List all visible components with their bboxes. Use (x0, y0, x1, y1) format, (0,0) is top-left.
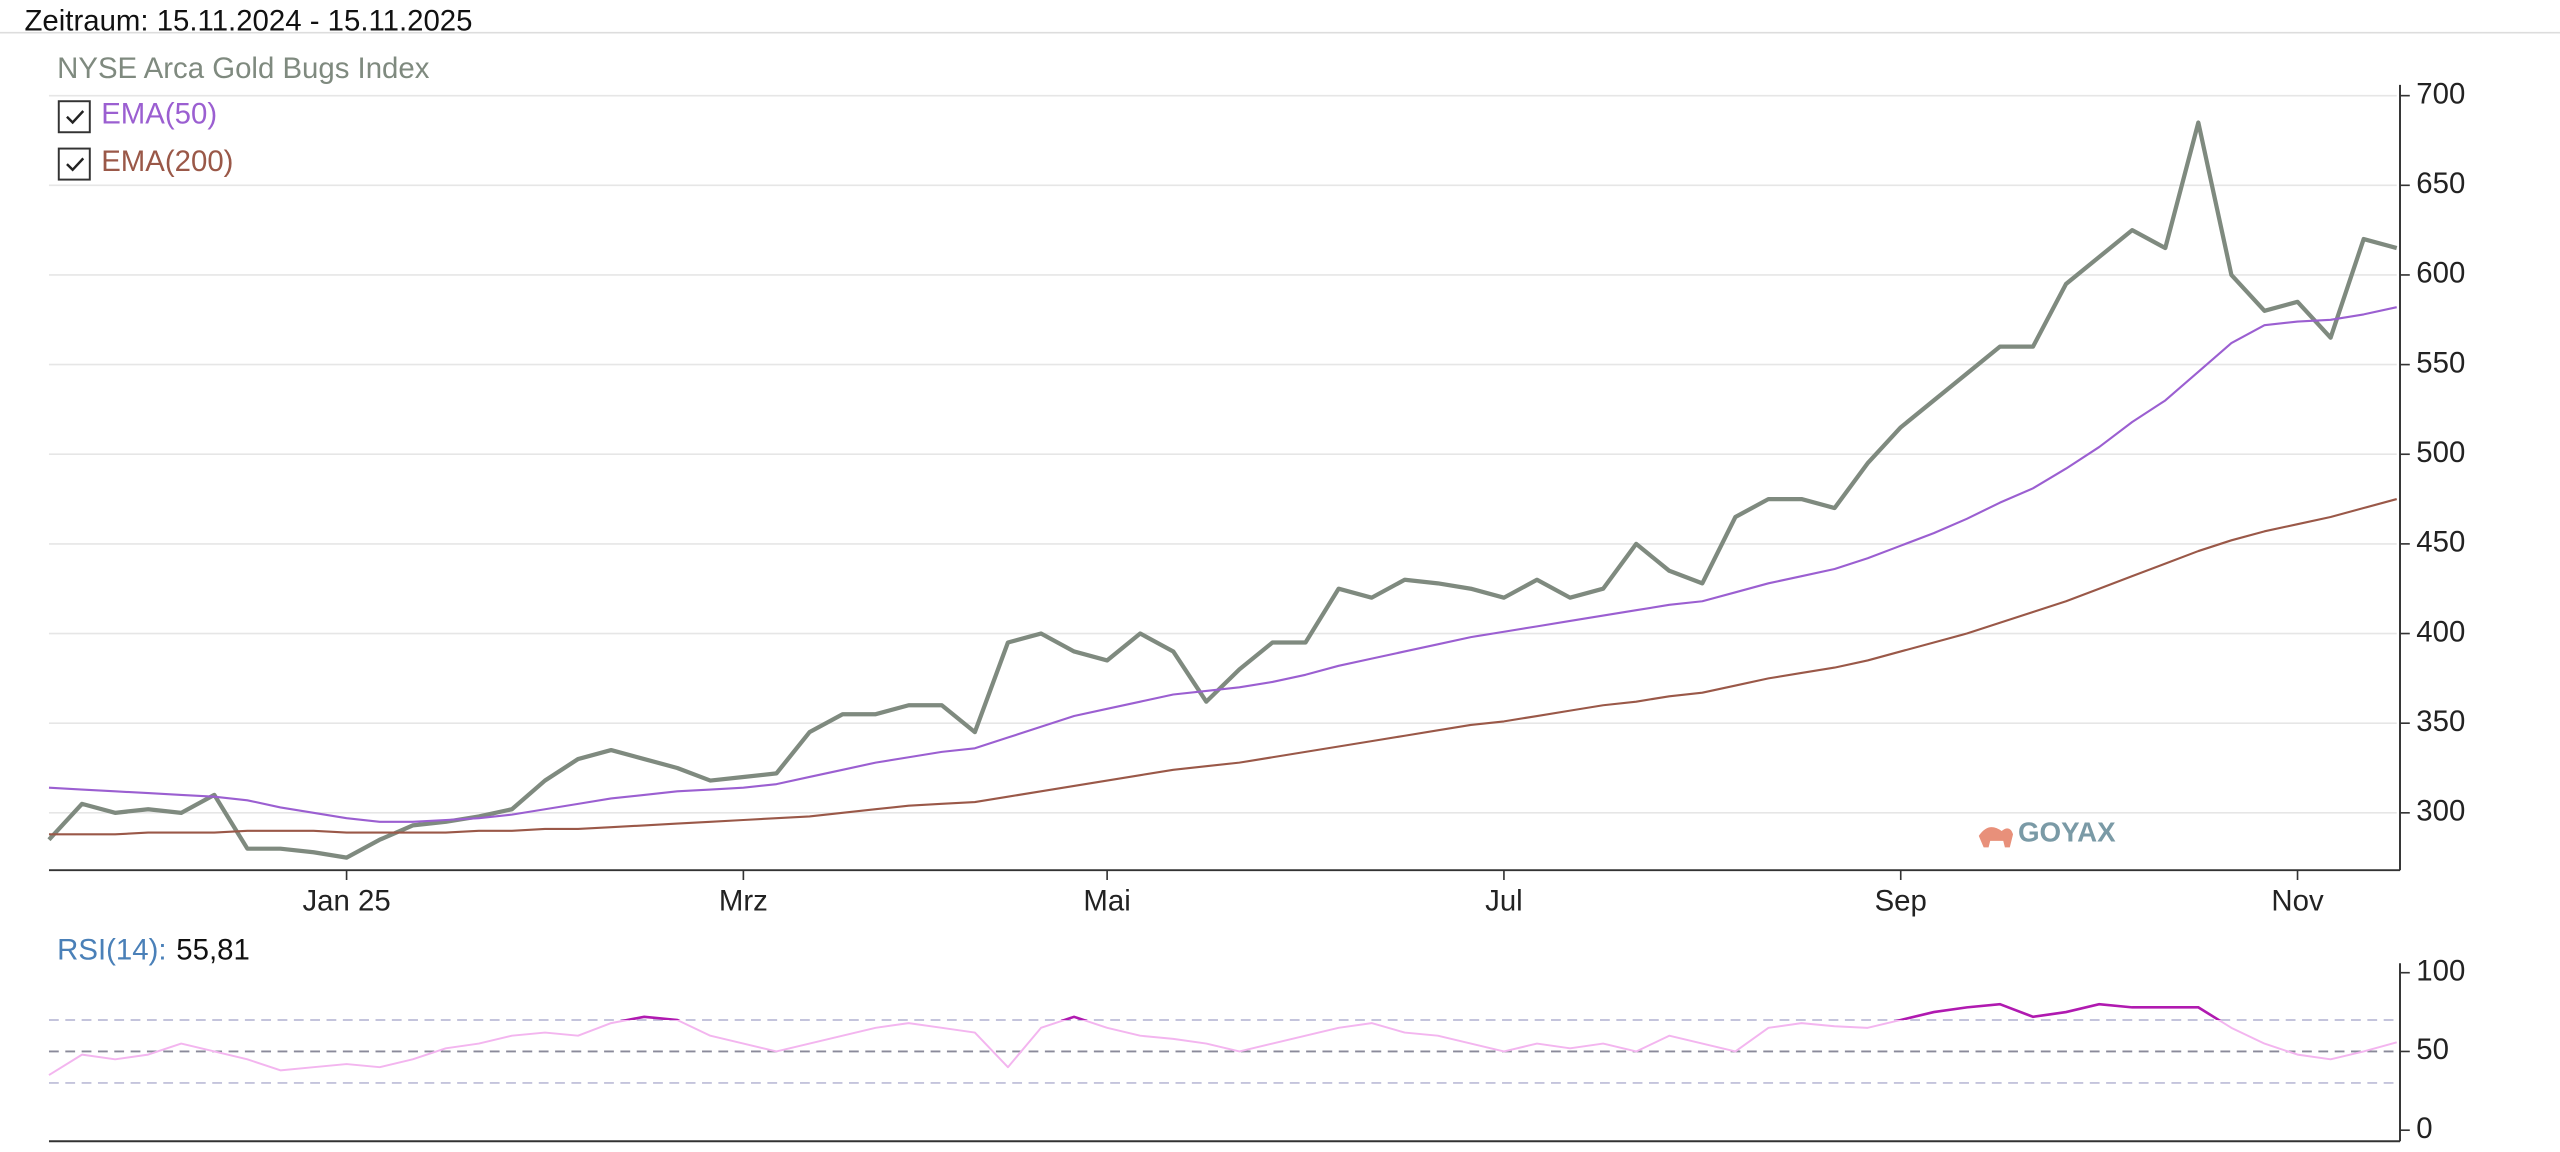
checkbox[interactable] (57, 100, 91, 134)
series-title: NYSE Arca Gold Bugs Index (57, 52, 430, 85)
watermark-logo (1978, 827, 2014, 848)
y-tick-label: 400 (2416, 615, 2465, 648)
legend-label[interactable]: EMA(200) (101, 145, 233, 178)
y-tick-label: 50 (2416, 1033, 2449, 1066)
x-tick-label: Sep (1875, 885, 1927, 918)
x-tick-label: Mai (1083, 885, 1130, 918)
legend-ema50[interactable]: EMA(50) (57, 98, 217, 134)
x-tick-label: Mrz (719, 885, 768, 918)
period-label: Zeitraum: 15.11.2024 - 15.11.2025 (24, 5, 472, 38)
rsi-value: 55,81 (176, 934, 250, 967)
checkmark (66, 110, 85, 125)
y-tick-label: 100 (2416, 954, 2465, 987)
rsi-overbought-line (620, 1002, 2222, 1020)
y-tick-label: 700 (2416, 77, 2465, 110)
y-tick-label: 650 (2416, 167, 2465, 200)
price-line (47, 120, 2398, 860)
x-tick-label: Nov (2271, 885, 2324, 918)
price-line (48, 498, 2398, 836)
y-tick-label: 0 (2416, 1112, 2432, 1145)
y-tick-label: 350 (2416, 705, 2465, 738)
checkbox[interactable] (57, 147, 91, 181)
legend-ema200[interactable]: EMA(200) (57, 145, 234, 181)
watermark: GOYAX (1978, 817, 2116, 848)
y-tick-label: 500 (2416, 436, 2465, 469)
y-tick-label: 600 (2416, 257, 2465, 290)
watermark-text: GOYAX (2018, 817, 2116, 848)
price-line (48, 306, 2397, 823)
y-tick-label: 300 (2416, 795, 2465, 828)
legend-label[interactable]: EMA(50) (101, 98, 217, 131)
x-tick-label: Jul (1485, 885, 1523, 918)
checkmark (66, 157, 85, 172)
y-tick-label: 550 (2416, 346, 2465, 379)
rsi-label: RSI(14): (57, 934, 166, 967)
y-tick-label: 450 (2416, 526, 2465, 559)
x-tick-label: Jan 25 (302, 885, 390, 918)
